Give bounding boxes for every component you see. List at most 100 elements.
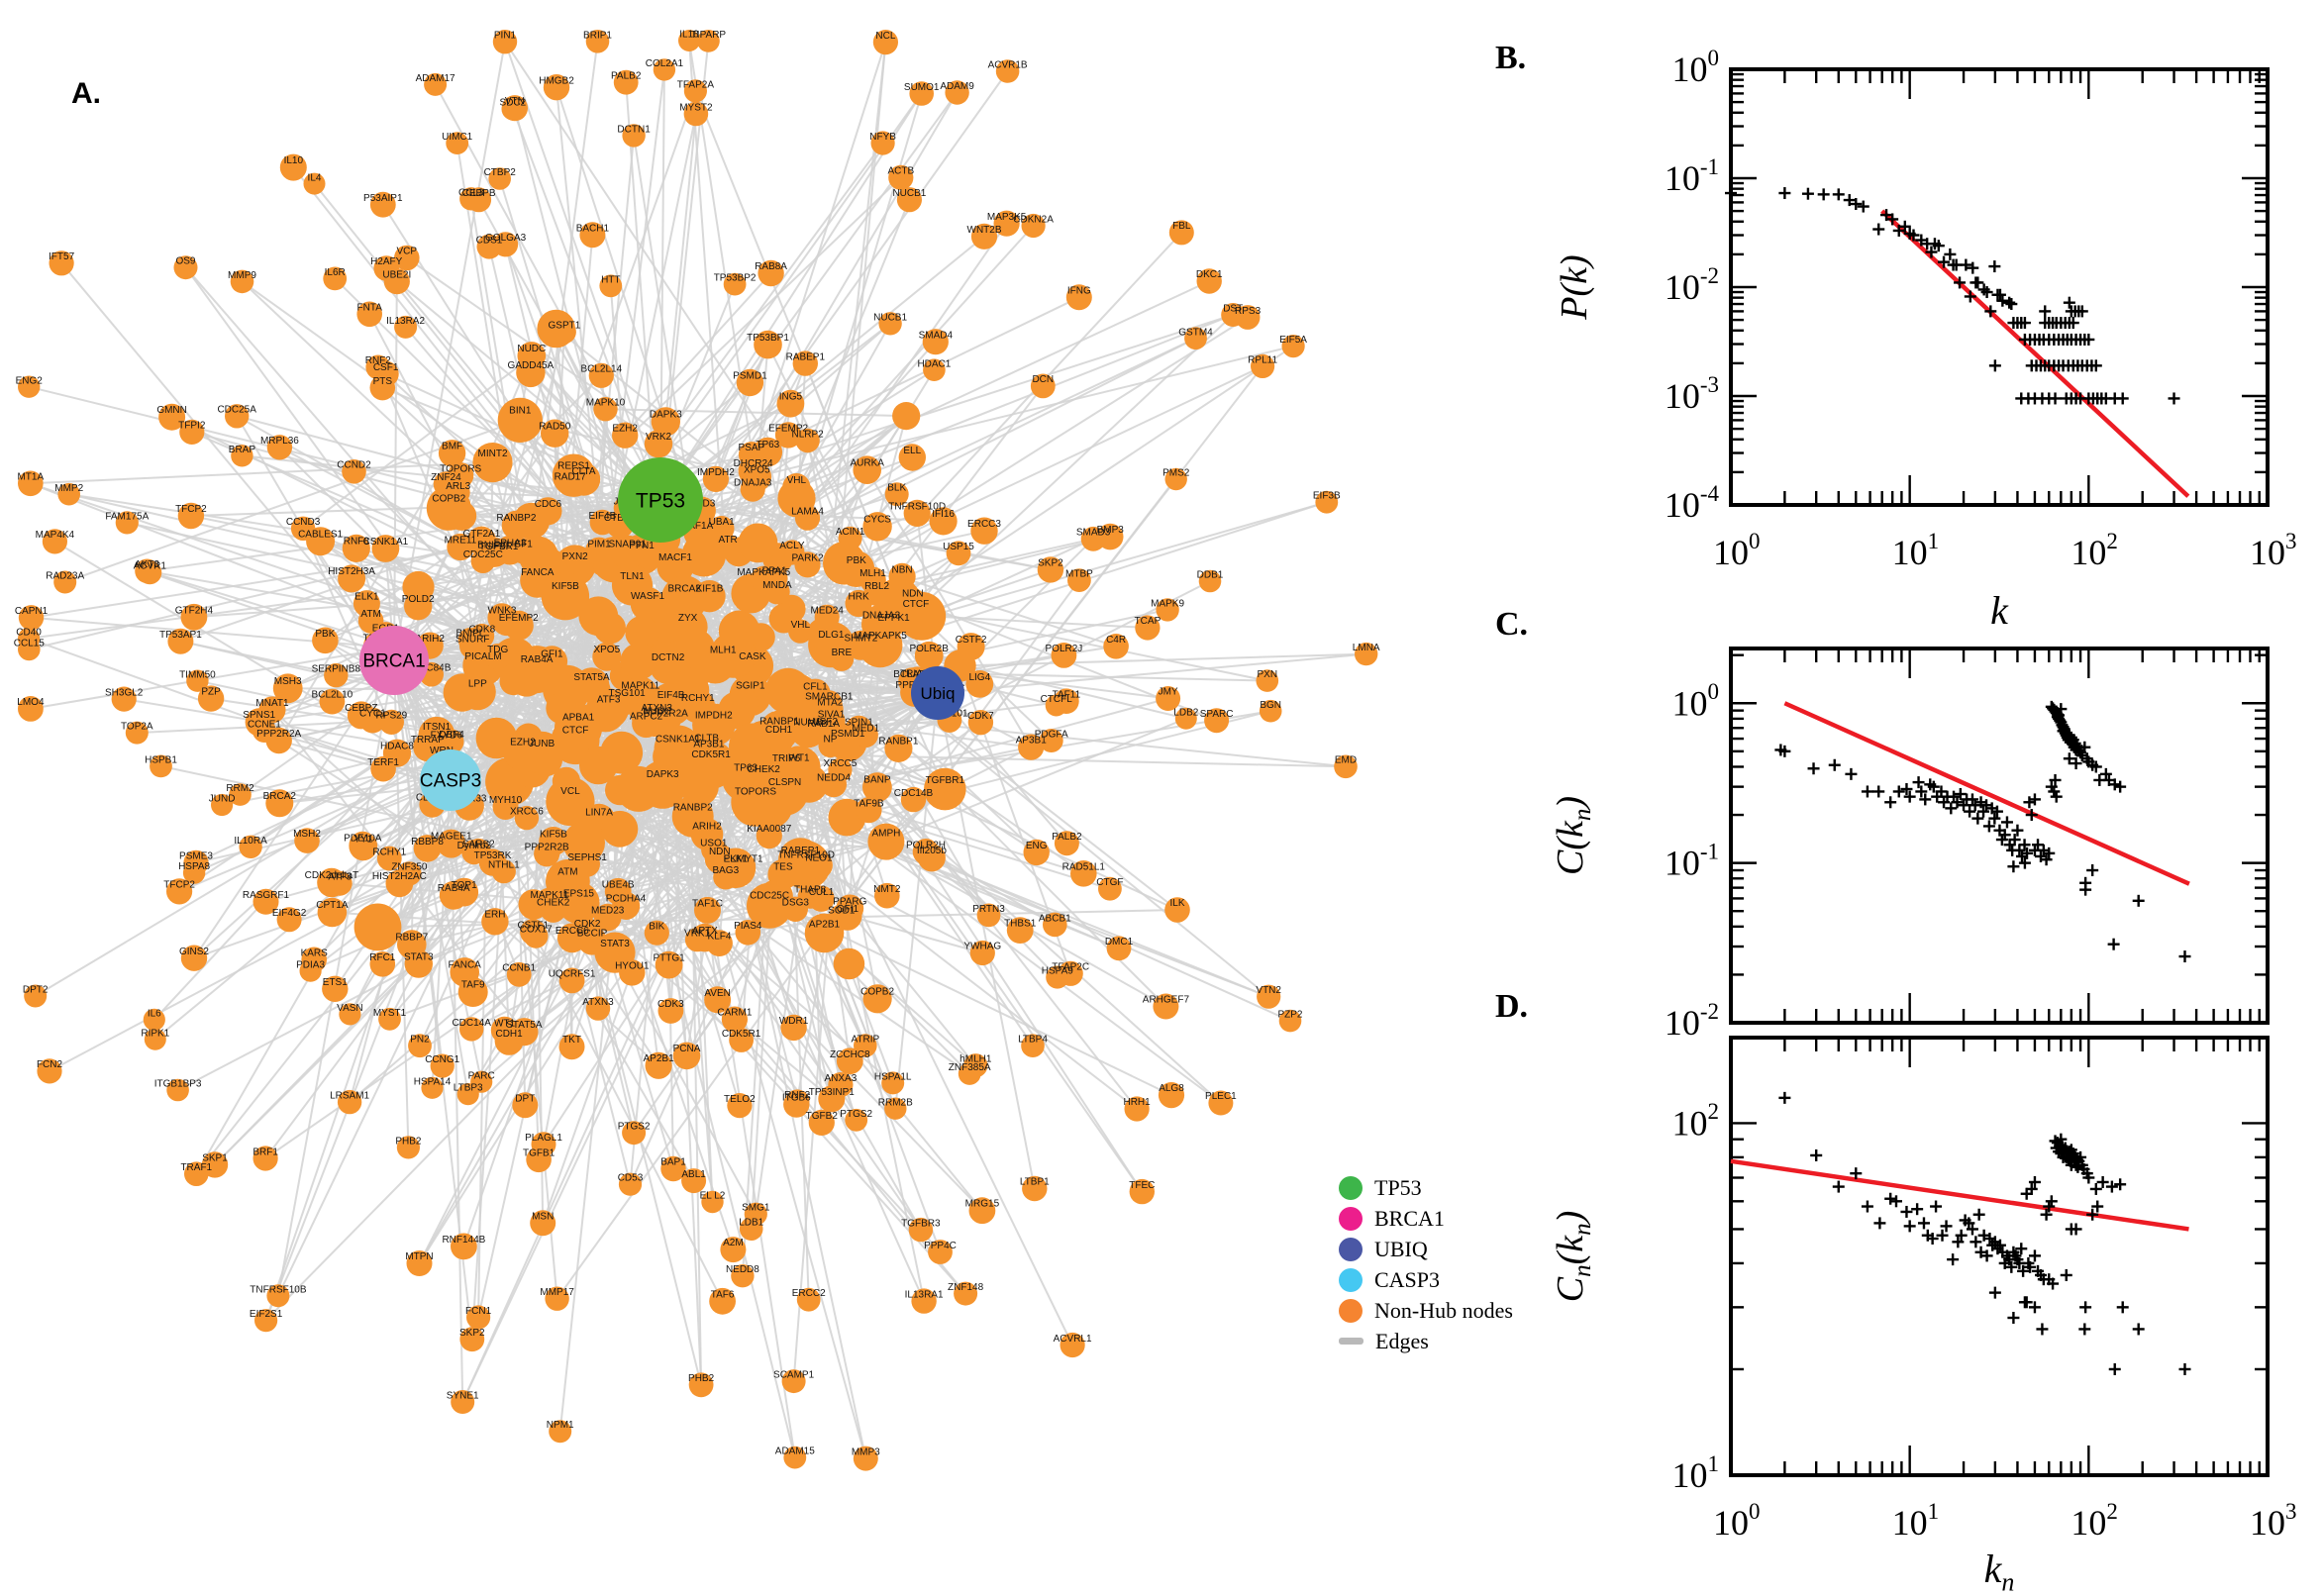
svg-text:RABEP1: RABEP1 (781, 846, 821, 856)
svg-text:POLR2J: POLR2J (1046, 644, 1083, 654)
svg-text:NPM1: NPM1 (547, 1420, 574, 1431)
svg-text:TAF9B: TAF9B (854, 798, 884, 809)
svg-text:MRPL36: MRPL36 (260, 436, 299, 447)
svg-text:GMNN: GMNN (156, 405, 187, 416)
svg-text:REPS1: REPS1 (557, 461, 590, 472)
svg-text:MRE11: MRE11 (445, 535, 477, 546)
svg-text:CCNE1: CCNE1 (248, 719, 281, 730)
svg-text:MMP17: MMP17 (540, 1287, 574, 1298)
svg-text:RFC1: RFC1 (369, 952, 396, 963)
svg-text:BCL2L14: BCL2L14 (580, 364, 622, 375)
svg-text:PTS: PTS (373, 376, 393, 387)
svg-text:CDK7: CDK7 (967, 711, 994, 722)
svg-text:PPA1: PPA1 (762, 566, 787, 577)
panel-label-b: B. (1495, 40, 1527, 76)
svg-text:DNAJA3: DNAJA3 (862, 611, 901, 622)
svg-text:TAF9: TAF9 (461, 980, 485, 991)
svg-text:ERCC6: ERCC6 (556, 926, 589, 937)
svg-text:MTA2: MTA2 (817, 697, 843, 708)
svg-text:RBBP8: RBBP8 (411, 837, 444, 848)
svg-text:ARIH2: ARIH2 (692, 822, 722, 833)
svg-text:TIPARP: TIPARP (691, 30, 727, 41)
svg-text:PKMYT1: PKMYT1 (724, 854, 763, 865)
svg-text:MLH1: MLH1 (710, 646, 737, 656)
svg-text:HIST2H3A: HIST2H3A (328, 566, 375, 577)
svg-text:CCL3: CCL3 (458, 187, 484, 198)
svg-text:TP53BP1: TP53BP1 (747, 333, 789, 344)
svg-text:USO1: USO1 (700, 838, 728, 848)
svg-text:SPARC: SPARC (1200, 709, 1234, 720)
svg-text:BRCA2: BRCA2 (263, 791, 297, 802)
svg-text:BNIP3L: BNIP3L (477, 540, 512, 550)
svg-text:TDG: TDG (487, 645, 508, 655)
svg-text:BRIP1: BRIP1 (583, 30, 612, 41)
svg-text:HSPA14: HSPA14 (414, 1077, 452, 1088)
svg-text:CCL15: CCL15 (14, 639, 46, 649)
svg-text:FCN1: FCN1 (465, 1306, 492, 1317)
svg-text:ITSN1: ITSN1 (423, 722, 452, 733)
svg-text:HRH1: HRH1 (1123, 1097, 1151, 1108)
svg-text:EPPK1: EPPK1 (877, 613, 910, 624)
svg-text:MAPK9: MAPK9 (1151, 598, 1184, 609)
svg-text:BAG3: BAG3 (712, 865, 739, 876)
svg-text:PBK: PBK (847, 555, 866, 566)
svg-text:ENG: ENG (1026, 841, 1048, 851)
svg-text:TP53AP1: TP53AP1 (159, 630, 202, 641)
svg-text:ATF3: ATF3 (328, 871, 352, 882)
svg-text:102: 102 (2070, 1499, 2118, 1543)
svg-text:CSTF2: CSTF2 (956, 635, 987, 646)
svg-text:PTTG1: PTTG1 (653, 952, 685, 963)
svg-text:103: 103 (2250, 529, 2297, 572)
svg-text:ERCC2: ERCC2 (792, 1288, 826, 1299)
svg-text:MMP3: MMP3 (852, 1446, 880, 1457)
svg-text:IMPDH2: IMPDH2 (695, 711, 733, 722)
svg-text:RPS3: RPS3 (1235, 306, 1262, 317)
svg-text:CDS1: CDS1 (476, 235, 503, 246)
svg-text:TP63: TP63 (756, 440, 779, 450)
svg-text:USF2: USF2 (813, 717, 839, 728)
svg-text:PPP2R2A: PPP2R2A (256, 729, 301, 740)
svg-text:MINT2: MINT2 (478, 449, 508, 459)
svg-text:NLRP2: NLRP2 (791, 429, 824, 440)
svg-text:ING5: ING5 (779, 392, 803, 403)
svg-text:CTCFL: CTCFL (1041, 694, 1073, 705)
svg-text:TP63: TP63 (734, 763, 758, 774)
svg-text:PHB2: PHB2 (688, 1373, 715, 1384)
svg-text:IFNG: IFNG (1067, 285, 1091, 296)
svg-text:WT1: WT1 (788, 752, 810, 763)
svg-text:TLN1: TLN1 (620, 571, 645, 582)
svg-text:CD53: CD53 (618, 1173, 644, 1184)
svg-text:HDAC8: HDAC8 (380, 742, 414, 752)
svg-text:NUCB1: NUCB1 (892, 188, 926, 199)
svg-text:GFI1: GFI1 (837, 904, 859, 915)
svg-text:GFI1: GFI1 (541, 648, 563, 659)
svg-text:BRCA1: BRCA1 (362, 651, 425, 672)
svg-text:PPARG: PPARG (833, 896, 866, 907)
svg-text:100: 100 (1672, 46, 1720, 89)
svg-text:TGFB2: TGFB2 (806, 1111, 839, 1122)
svg-text:DAPK3: DAPK3 (647, 769, 679, 780)
svg-text:RAB8A: RAB8A (755, 261, 787, 272)
svg-text:PFN1: PFN1 (629, 541, 655, 551)
svg-text:AP3B1: AP3B1 (1016, 736, 1048, 747)
svg-text:NUMB: NUMB (793, 718, 823, 729)
svg-text:ERCC3: ERCC3 (967, 519, 1001, 530)
svg-text:BRAP: BRAP (229, 445, 256, 455)
svg-text:TNFRSF10D: TNFRSF10D (888, 501, 946, 512)
edge-line-icon (1339, 1338, 1364, 1345)
svg-text:HYOU1: HYOU1 (615, 960, 650, 971)
svg-text:C(kn): C(kn) (1550, 796, 1596, 875)
svg-text:TAF11: TAF11 (1053, 689, 1081, 700)
svg-text:100: 100 (1713, 529, 1761, 572)
svg-text:ABCB1: ABCB1 (1039, 913, 1071, 924)
svg-text:SPNS1: SPNS1 (243, 710, 275, 721)
svg-text:DDB1: DDB1 (1197, 570, 1224, 581)
svg-text:ACTB: ACTB (887, 166, 914, 177)
svg-text:HSPB1: HSPB1 (145, 755, 177, 766)
svg-text:BNIPL: BNIPL (455, 629, 484, 640)
svg-text:XRCC6: XRCC6 (510, 806, 544, 817)
svg-text:DPT: DPT (515, 1093, 535, 1104)
panel-label-c: C. (1495, 606, 1529, 643)
svg-text:FAM175A: FAM175A (105, 511, 149, 522)
svg-text:SCAMP1: SCAMP1 (773, 1370, 815, 1381)
